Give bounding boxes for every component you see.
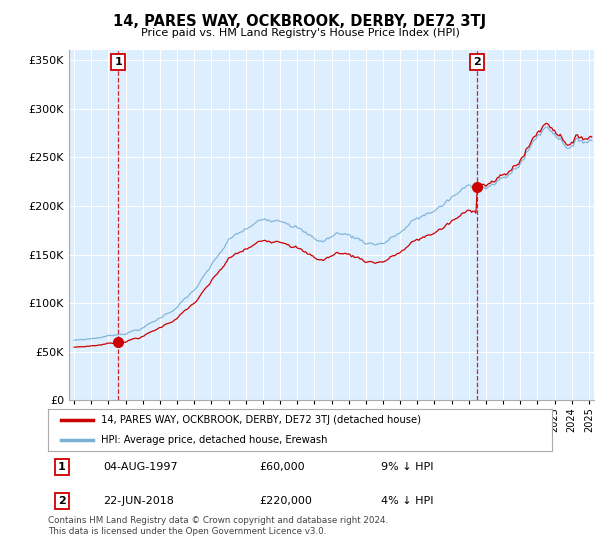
Text: 1: 1 (115, 57, 122, 67)
Text: 04-AUG-1997: 04-AUG-1997 (103, 462, 178, 472)
Text: 14, PARES WAY, OCKBROOK, DERBY, DE72 3TJ (detached house): 14, PARES WAY, OCKBROOK, DERBY, DE72 3TJ… (101, 415, 421, 425)
Text: 1: 1 (58, 462, 66, 472)
Text: 2: 2 (58, 496, 66, 506)
Text: 14, PARES WAY, OCKBROOK, DERBY, DE72 3TJ: 14, PARES WAY, OCKBROOK, DERBY, DE72 3TJ (113, 14, 487, 29)
Text: Price paid vs. HM Land Registry's House Price Index (HPI): Price paid vs. HM Land Registry's House … (140, 28, 460, 38)
Text: 4% ↓ HPI: 4% ↓ HPI (380, 496, 433, 506)
Text: £220,000: £220,000 (260, 496, 313, 506)
Text: Contains HM Land Registry data © Crown copyright and database right 2024.
This d: Contains HM Land Registry data © Crown c… (48, 516, 388, 536)
Text: £60,000: £60,000 (260, 462, 305, 472)
Text: 9% ↓ HPI: 9% ↓ HPI (380, 462, 433, 472)
Text: HPI: Average price, detached house, Erewash: HPI: Average price, detached house, Erew… (101, 435, 328, 445)
Text: 2: 2 (473, 57, 481, 67)
Text: 22-JUN-2018: 22-JUN-2018 (103, 496, 175, 506)
